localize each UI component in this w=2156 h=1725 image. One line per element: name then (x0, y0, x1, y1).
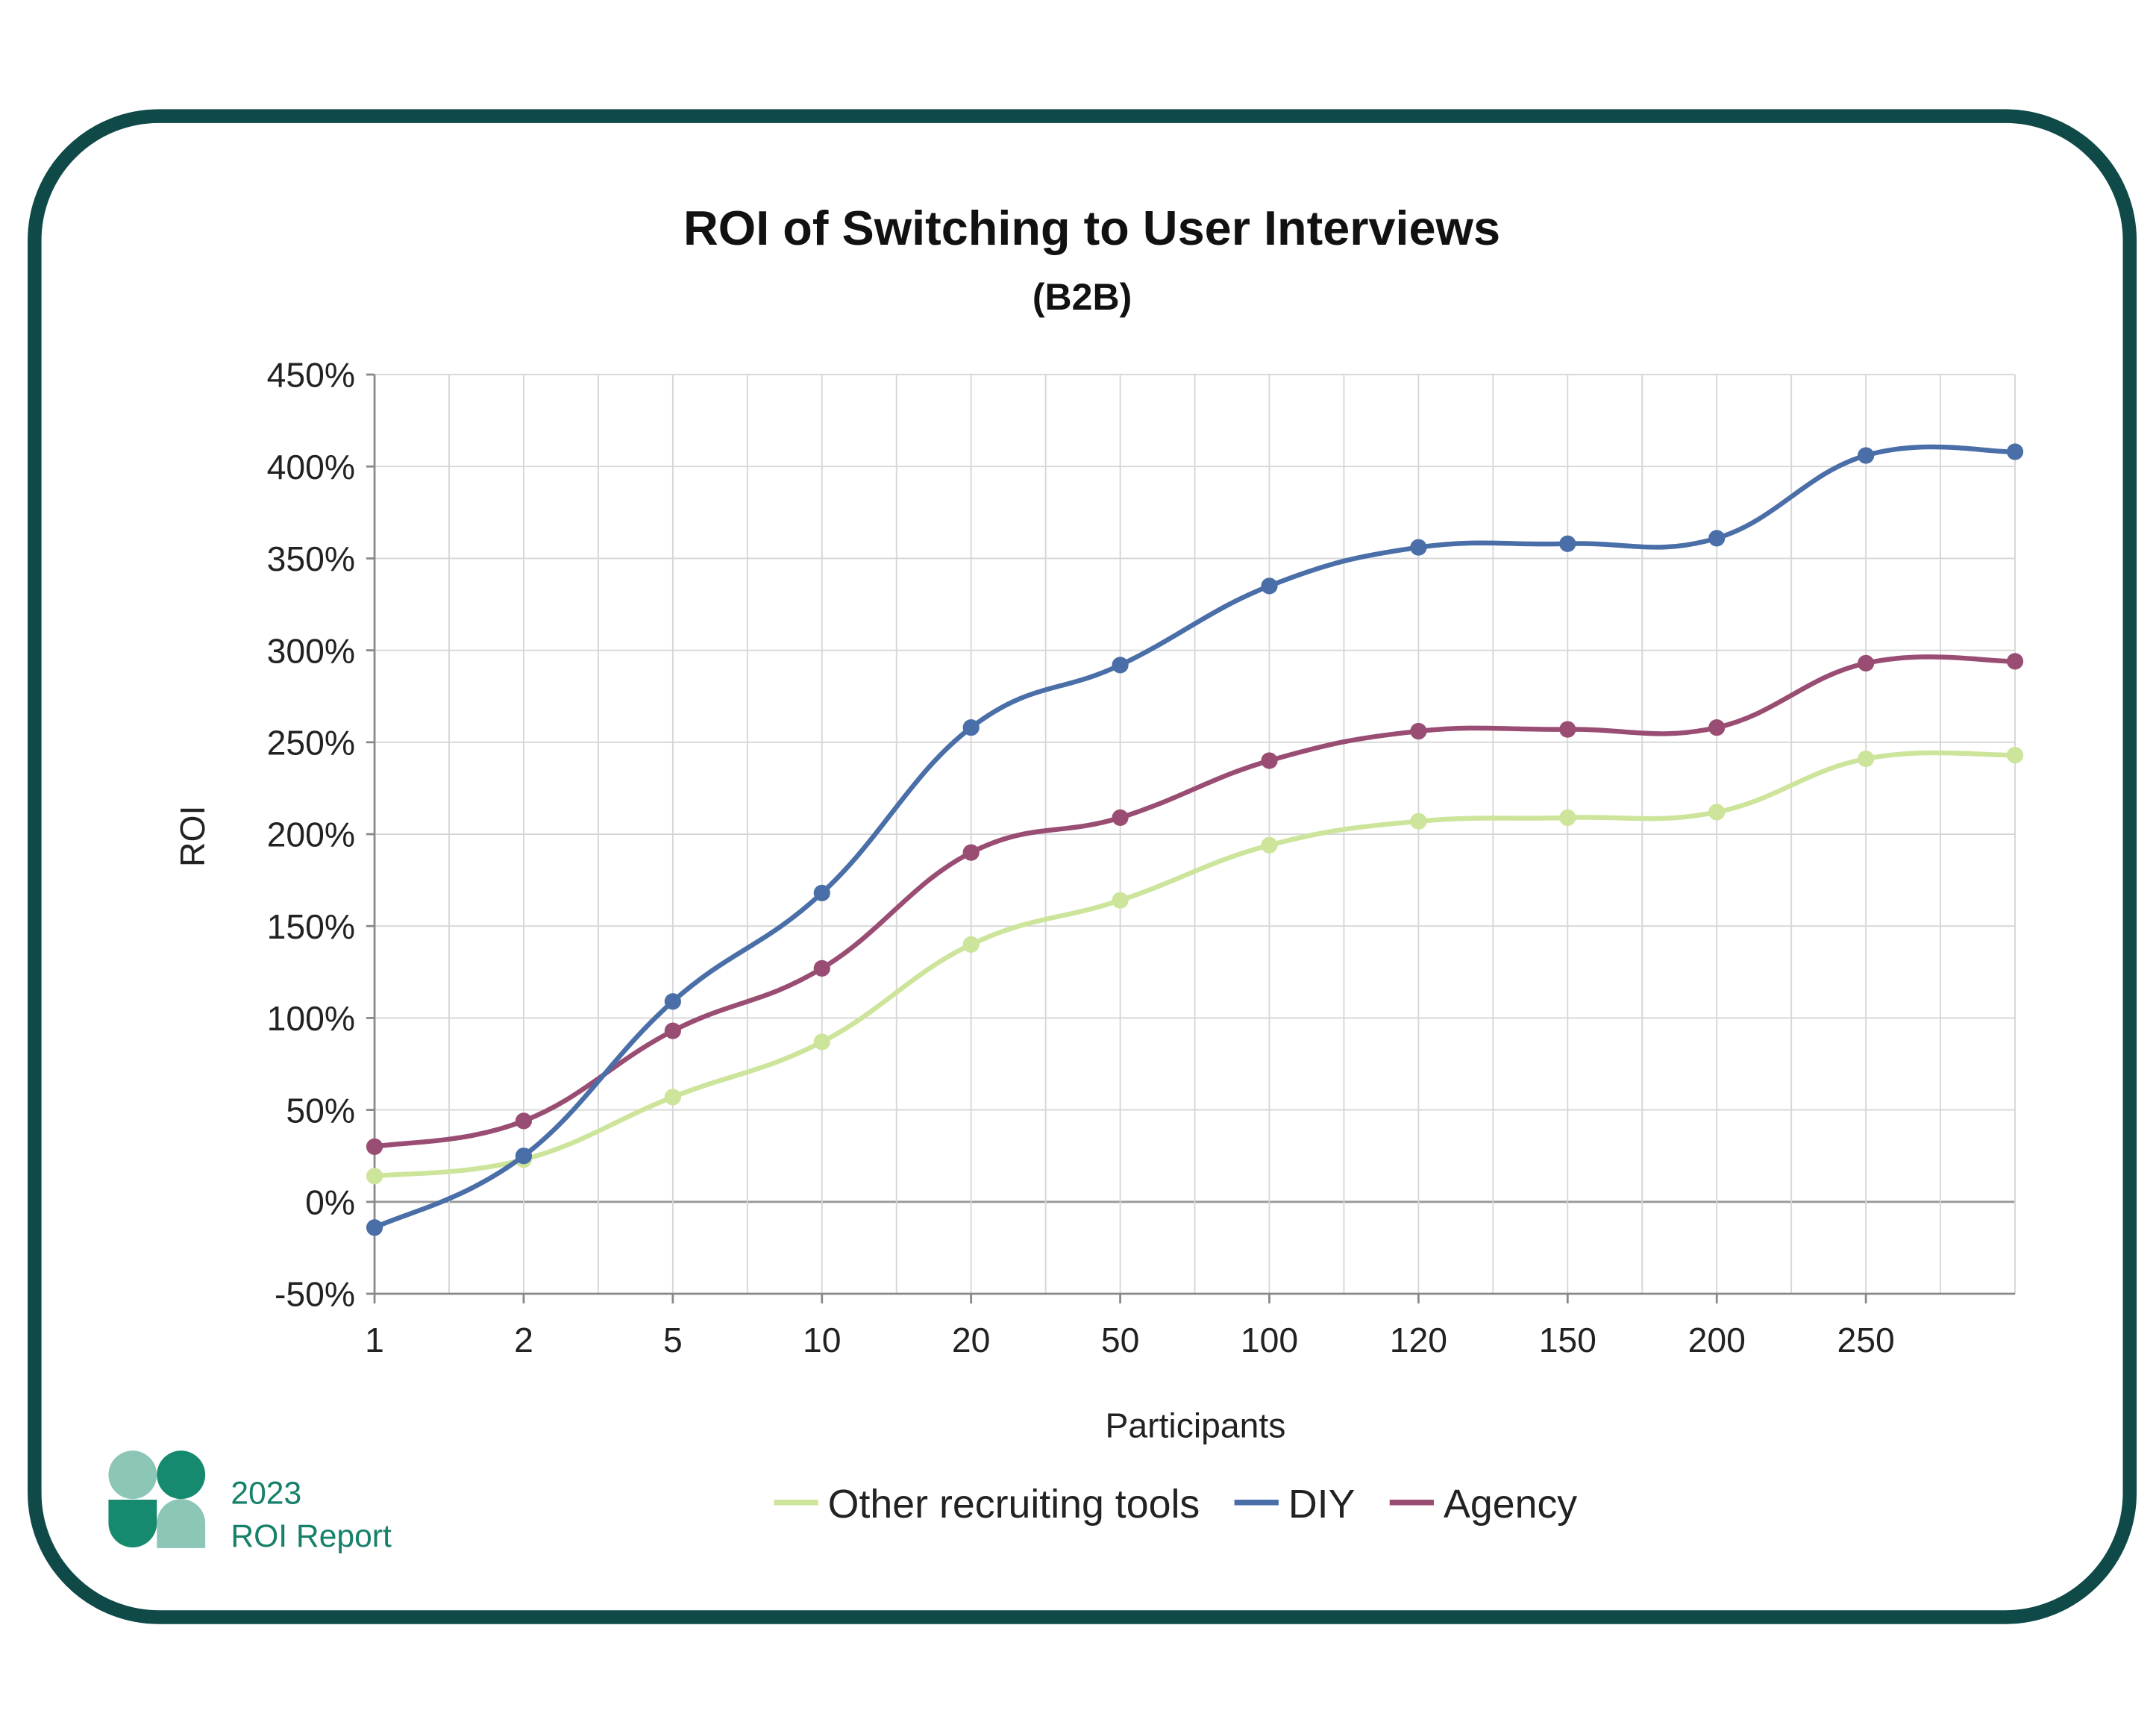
x-tick-label: 120 (1390, 1321, 1447, 1359)
data-point (366, 1168, 383, 1185)
data-point (664, 993, 681, 1010)
data-point (1708, 804, 1726, 821)
logo-report: ROI Report (231, 1518, 392, 1554)
data-point (1410, 539, 1427, 556)
chart-title: ROI of Switching to User Interviews (683, 201, 1500, 255)
data-point (1261, 752, 1278, 769)
y-tick-label: 250% (267, 724, 355, 763)
y-tick-label: 350% (267, 539, 355, 578)
data-point (1112, 657, 1129, 674)
data-point (962, 936, 980, 953)
data-point (1261, 577, 1278, 595)
data-point (1858, 654, 1875, 671)
data-point (1410, 813, 1427, 830)
data-point (1858, 447, 1875, 464)
data-point (1708, 530, 1726, 547)
data-point (813, 884, 830, 901)
data-point (515, 1112, 533, 1130)
x-tick-label: 100 (1241, 1321, 1298, 1359)
x-tick-label: 10 (803, 1321, 842, 1359)
y-axis-label: ROI (173, 806, 212, 867)
logo-cup-dark (108, 1500, 157, 1547)
logo: 2023 ROI Report (108, 1450, 392, 1554)
data-point (515, 1148, 533, 1165)
y-tick-label: 150% (267, 907, 355, 946)
x-tick-label: 2 (514, 1321, 533, 1359)
x-tick-label: 1 (365, 1321, 384, 1359)
data-point (2006, 653, 2024, 670)
y-tick-label: 50% (286, 1091, 355, 1130)
series-diy (366, 443, 2024, 1236)
data-point (664, 1089, 681, 1106)
x-tick-label: 200 (1688, 1321, 1746, 1359)
data-point (1559, 809, 1576, 826)
series-other-recruiting-tools (366, 746, 2024, 1185)
x-tick-label: 250 (1837, 1321, 1895, 1359)
x-tick-label: 20 (952, 1321, 991, 1359)
card-frame (28, 109, 2137, 1624)
legend-label: DIY (1288, 1482, 1356, 1527)
x-tick-label: 150 (1539, 1321, 1596, 1359)
data-point (366, 1138, 383, 1156)
y-tick-labels: -50% 0% 50% 100% 150% 200% 250% 300% 350% 400% 450… (267, 356, 355, 1314)
legend-item: Agency (1389, 1482, 1577, 1527)
data-point (1708, 719, 1726, 736)
y-tick-label: 300% (267, 631, 355, 670)
legend-label: Agency (1444, 1482, 1577, 1527)
logo-year: 2023 (231, 1476, 301, 1512)
legend-label: Other recruiting tools (828, 1482, 1200, 1527)
y-tick-label: 0% (305, 1183, 355, 1221)
logo-circle-light (108, 1450, 157, 1500)
data-point (1559, 721, 1576, 738)
y-tick-label: 450% (267, 356, 355, 395)
series-agency (366, 653, 2024, 1156)
series-group (366, 443, 2024, 1236)
logo-circle-dark (157, 1450, 206, 1500)
data-point (1410, 722, 1427, 740)
data-point (813, 1033, 830, 1051)
y-tick-label: -50% (275, 1275, 355, 1314)
x-tick-label: 5 (663, 1321, 683, 1359)
data-point (2006, 746, 2024, 764)
data-point (1559, 535, 1576, 552)
x-axis-label: Participants (1106, 1406, 1286, 1445)
series-line (373, 444, 2016, 1230)
series-line (374, 750, 2016, 1179)
chart-subtitle: (B2B) (1032, 276, 1132, 318)
legend-item: DIY (1234, 1482, 1356, 1527)
x-tick-label: 50 (1101, 1321, 1140, 1359)
y-tick-label: 100% (267, 999, 355, 1038)
logo-arch-light (157, 1499, 206, 1548)
data-point (664, 1022, 681, 1039)
data-point (1858, 750, 1875, 768)
data-point (1112, 892, 1129, 909)
series-line (374, 654, 2016, 1150)
data-point (962, 844, 980, 861)
data-point (366, 1219, 383, 1236)
legend-item: Other recruiting tools (774, 1482, 1200, 1527)
data-point (2006, 443, 2024, 460)
data-point (962, 719, 980, 736)
legend: Other recruiting tools DIY Agency (774, 1482, 1577, 1527)
y-tick-label: 400% (267, 448, 355, 486)
data-point (1261, 836, 1278, 854)
x-tick-labels: 1 2 5 10 20 50 100 120 150 200 250 (365, 1321, 1895, 1359)
data-point (1112, 809, 1129, 826)
y-tick-label: 200% (267, 815, 355, 854)
data-point (813, 959, 830, 977)
